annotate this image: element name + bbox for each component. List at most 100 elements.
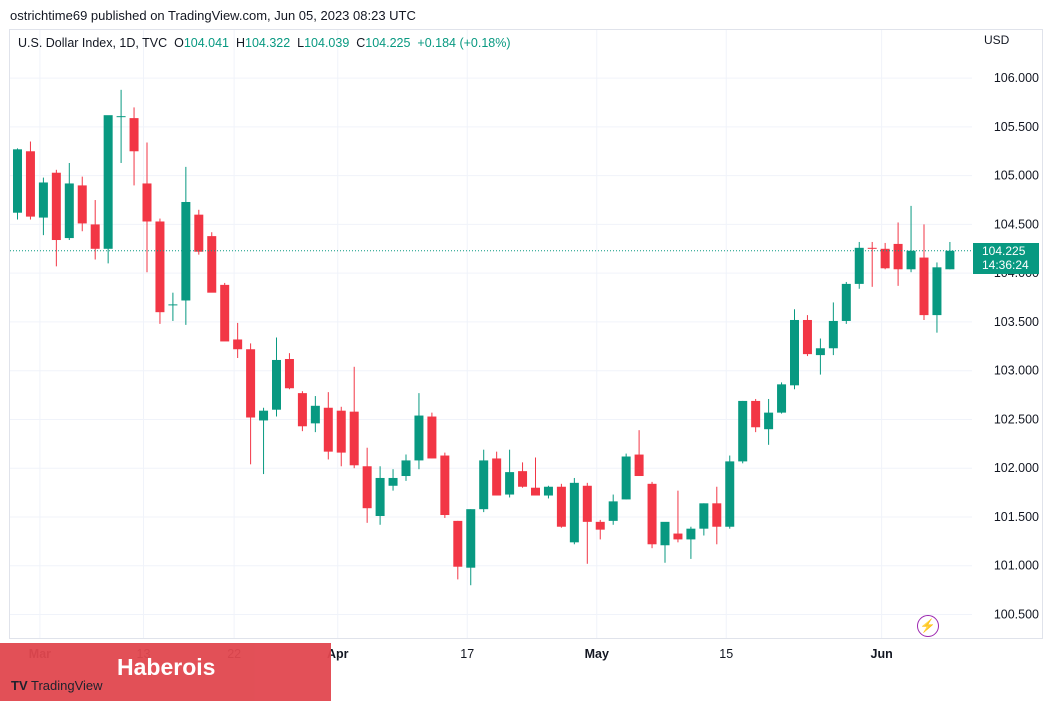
candle-body [103,115,113,249]
candle-body [194,214,204,252]
candle-body [608,501,618,521]
candle-body [181,201,191,301]
candle-body [841,283,851,321]
candle-body [64,183,74,239]
y-tick-label: 104.500 [994,217,1039,231]
symbol-label[interactable]: U.S. Dollar Index, 1D, TVC [18,36,168,50]
candle-body [349,411,359,466]
currency-label[interactable]: USD [984,33,1010,47]
close-label: C [356,36,366,50]
candle-body [854,247,864,284]
candle-body [764,412,774,430]
low-value: 104.039 [304,36,350,50]
candle-body [168,304,178,306]
candle-body [945,250,955,270]
y-tick-label: 101.000 [994,559,1039,573]
candle-body [362,466,372,509]
candle-body [595,521,605,530]
candle-body [310,405,320,424]
candle-body [25,151,35,217]
candle-body [673,533,683,540]
candle-body [543,486,553,496]
bar-countdown: 14:36:24 [982,258,1029,272]
candle-body [531,487,540,496]
candle-body [867,247,877,249]
last-price-tag: 104.225 14:36:24 [973,243,1039,274]
candlestick-chart[interactable]: 100.500 101.000 101.500 102.000 102.500 103.0… [10,30,1042,670]
candle-body [38,182,48,218]
candle-body [582,485,592,522]
candle-body [906,250,916,270]
candle-body [751,400,761,428]
y-tick-label: 102.000 [994,461,1039,475]
candle-body [647,483,657,545]
watermark-banner: Haberois ТV TradingView [0,643,331,701]
y-tick-label: 103.500 [994,315,1039,329]
candle-body [207,236,217,293]
candle-body [777,384,787,413]
published-caption: ostrichtime69 published on TradingView.c… [10,8,416,23]
candle-body [453,520,463,567]
candle-body [699,503,709,529]
candle-body [155,221,165,313]
candle-body [621,456,631,500]
candle-body [712,503,722,527]
high-label: H [235,36,245,50]
candle-body [142,183,152,222]
candle-body [686,528,696,540]
y-tick-label: 105.000 [994,169,1039,183]
change-value: +0.184 (+0.18%) [417,36,511,50]
open-label: O [174,36,184,50]
open-value: 104.041 [183,36,230,50]
candle-body [272,359,281,410]
x-tick-label: 17 [460,647,474,661]
x-tick-label: Jun [871,647,893,661]
candle-body [401,460,411,477]
chart-pane[interactable]: 100.500 101.000 101.500 102.000 102.500 103.0… [9,29,1043,661]
candle-body [802,319,812,355]
watermark-name: Haberois [117,654,216,680]
candle-body [790,319,799,386]
candle-body [427,416,437,459]
candle-body [440,455,450,516]
high-value: 104.322 [245,36,291,50]
candle-body [932,267,942,316]
x-tick-label: 15 [719,647,733,661]
candle-body [388,477,398,486]
candle-body [51,172,61,241]
candle-body [90,224,100,249]
low-label: L [297,36,305,50]
candle-body [13,149,22,213]
y-tick-label: 103.000 [994,364,1039,378]
candle-body [375,477,385,516]
candle-body [220,284,230,342]
y-tick-label: 102.500 [994,412,1039,426]
candle-body [634,454,644,477]
x-tick-label: Apr [327,647,349,661]
y-tick-label: 100.500 [994,607,1039,621]
candle-body [815,348,825,356]
candle-body [129,118,139,152]
candle-body [880,248,890,269]
candle-body [828,320,838,349]
candle-body [323,407,333,452]
y-tick-label: 106.000 [994,71,1039,85]
y-tick-label: 105.500 [994,120,1039,134]
x-tick-label: May [585,647,609,661]
candle-body [893,243,903,270]
candle-body [116,116,126,118]
tradingview-logo: ТV TradingView [11,678,103,693]
tradingview-brand: TradingView [31,678,103,693]
candle-body [919,257,929,316]
candle-body [259,410,269,421]
lightning-icon[interactable]: ⚡ [917,615,939,637]
candle-body [505,472,515,495]
y-tick-label: 101.500 [994,510,1039,524]
candle-body [518,471,528,487]
candle-body [297,393,307,427]
candle-body [660,521,670,546]
candle-body [738,400,748,462]
candle-body [246,349,256,418]
candle-body [284,358,294,389]
candle-body [336,410,346,453]
